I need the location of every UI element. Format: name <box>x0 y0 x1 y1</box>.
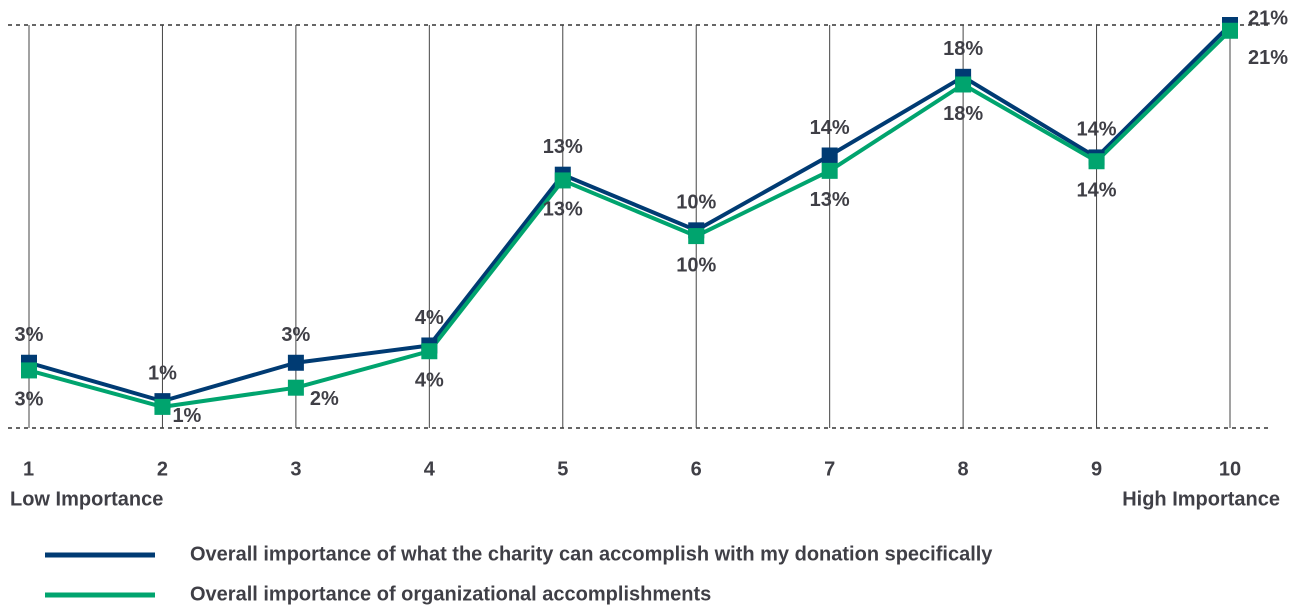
x-tick-label: 10 <box>1219 458 1241 480</box>
marker <box>688 228 705 245</box>
data-label: 4% <box>415 370 444 392</box>
x-tick-label: 4 <box>424 458 436 480</box>
data-label: 18% <box>943 38 983 60</box>
x-end-label: High Importance <box>1122 488 1280 510</box>
data-label: 3% <box>281 324 310 346</box>
data-label: 4% <box>415 307 444 329</box>
data-label: 1% <box>148 362 177 384</box>
data-label: 14% <box>1077 180 1117 202</box>
data-label: 13% <box>543 199 583 221</box>
data-label: 13% <box>810 189 850 211</box>
data-label: 10% <box>676 192 716 214</box>
x-tick-label: 3 <box>290 458 301 480</box>
data-label: 10% <box>676 254 716 276</box>
x-tick-label: 5 <box>557 458 568 480</box>
x-tick-label: 9 <box>1091 458 1102 480</box>
x-tick-label: 8 <box>958 458 969 480</box>
data-label: 21% <box>1248 47 1288 69</box>
marker <box>154 398 171 415</box>
marker <box>421 343 438 360</box>
legend-label: Overall importance of what the charity c… <box>190 543 993 565</box>
data-label: 3% <box>15 324 44 346</box>
x-tick-label: 7 <box>824 458 835 480</box>
x-start-label: Low Importance <box>10 488 163 510</box>
series-line <box>28 29 1232 409</box>
x-tick-label: 6 <box>691 458 702 480</box>
marker <box>955 76 972 93</box>
marker <box>21 362 37 379</box>
marker <box>821 147 838 164</box>
x-tick-label: 2 <box>157 458 168 480</box>
marker <box>554 172 571 189</box>
data-label: 18% <box>943 103 983 125</box>
data-label: 14% <box>810 117 850 139</box>
data-label: 1% <box>172 405 201 427</box>
data-label: 2% <box>310 388 339 410</box>
marker <box>287 354 304 371</box>
x-tick-label: 1 <box>23 458 34 480</box>
marker <box>287 379 304 396</box>
series-line <box>28 23 1232 404</box>
data-label: 14% <box>1077 119 1117 141</box>
marker <box>1088 153 1105 170</box>
data-label: 13% <box>543 136 583 158</box>
marker <box>821 162 838 179</box>
marker <box>1222 22 1238 39</box>
legend-label: Overall importance of organizational acc… <box>190 583 711 605</box>
data-label: 21% <box>1248 7 1288 29</box>
data-label: 3% <box>15 389 44 411</box>
